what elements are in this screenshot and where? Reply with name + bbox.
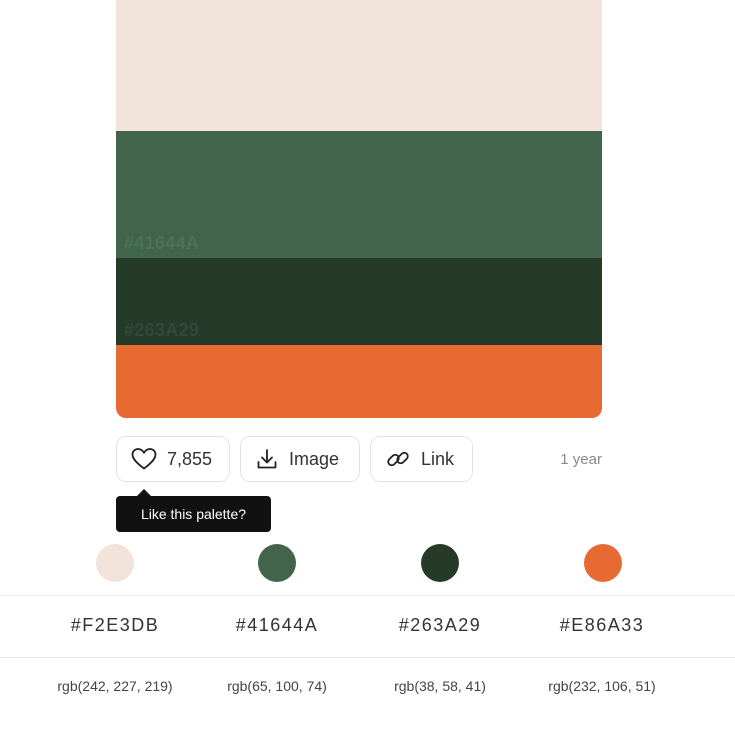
tooltip-arrow <box>137 489 151 496</box>
link-icon <box>385 447 411 471</box>
like-tooltip: Like this palette? <box>116 496 271 532</box>
image-download-button[interactable]: Image <box>240 436 360 482</box>
palette-age: 1 year <box>560 451 602 468</box>
divider <box>0 595 735 596</box>
color-band-label: #41644A <box>124 233 200 253</box>
color-band-2[interactable]: #41644A <box>116 131 602 258</box>
color-band-3[interactable]: #263A29 <box>116 258 602 345</box>
image-button-label: Image <box>289 448 340 469</box>
link-button[interactable]: Link <box>370 436 473 482</box>
color-band-1[interactable] <box>116 0 602 131</box>
hex-code[interactable]: #263A29 <box>398 615 482 635</box>
swatch-circle-1[interactable] <box>96 544 134 582</box>
download-icon <box>255 447 279 471</box>
color-band-label: #263A29 <box>124 320 200 340</box>
hex-code[interactable]: #41644A <box>235 615 319 635</box>
heart-icon <box>131 447 157 471</box>
like-count: 7,855 <box>167 448 213 469</box>
divider <box>0 657 735 658</box>
tooltip-text: Like this palette? <box>140 506 247 522</box>
rgb-value[interactable]: rgb(65, 100, 74) <box>227 678 327 694</box>
swatch-circle-4[interactable] <box>584 544 622 582</box>
swatch-circle-2[interactable] <box>258 544 296 582</box>
rgb-value[interactable]: rgb(242, 227, 219) <box>57 678 173 694</box>
color-band-4[interactable] <box>116 345 602 418</box>
swatch-circle-3[interactable] <box>421 544 459 582</box>
hex-code[interactable]: #F2E3DB <box>70 615 160 635</box>
like-button[interactable]: 7,855 <box>116 436 230 482</box>
hex-code[interactable]: #E86A33 <box>559 615 645 635</box>
palette-preview: #41644A #263A29 <box>116 0 602 418</box>
rgb-value[interactable]: rgb(232, 106, 51) <box>548 678 656 694</box>
link-button-label: Link <box>421 448 455 469</box>
rgb-value[interactable]: rgb(38, 58, 41) <box>394 678 486 694</box>
